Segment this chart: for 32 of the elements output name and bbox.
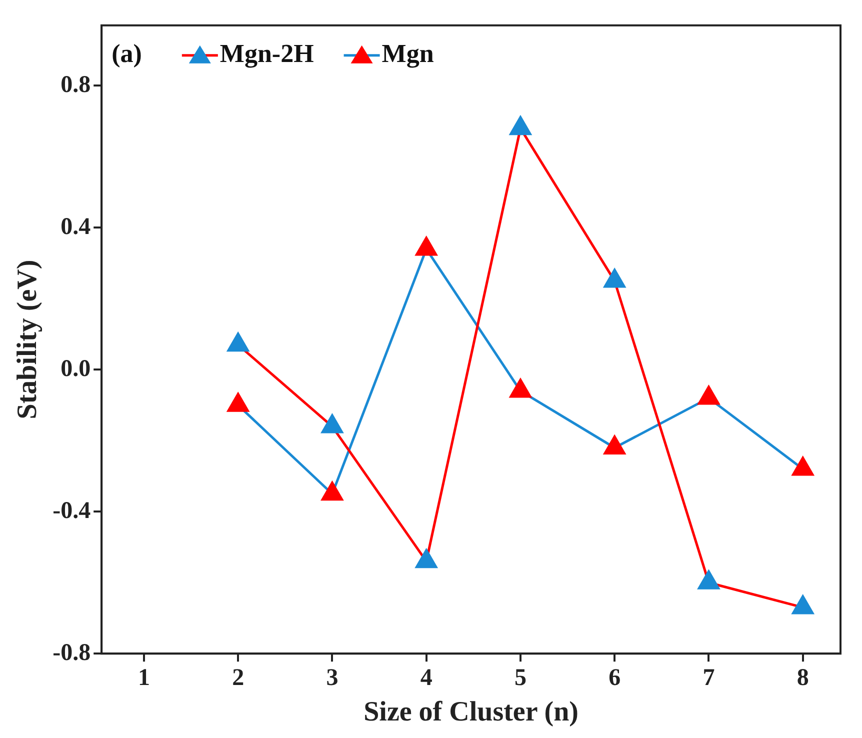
- x-tick-label: 2: [232, 665, 244, 692]
- point: [227, 392, 249, 412]
- point: [792, 456, 814, 476]
- point: [604, 268, 626, 288]
- y-tick-label: 0.8: [60, 72, 91, 98]
- point: [510, 116, 532, 136]
- x-tick-label: 6: [608, 665, 621, 692]
- y-axis-title: Stability (eV): [12, 260, 44, 420]
- legend-label: Mgn-2H: [220, 39, 314, 68]
- point: [698, 386, 720, 405]
- y-tick-label: -0.4: [52, 498, 91, 524]
- y-tick-label: 0.0: [60, 356, 91, 382]
- y-tick-label: 0.4: [60, 214, 91, 240]
- point: [321, 482, 343, 501]
- point: [321, 414, 343, 434]
- y-tick-label: -0.8: [52, 640, 91, 666]
- x-tick-label: 3: [326, 665, 338, 692]
- point: [416, 236, 438, 256]
- annotation: (a): [112, 39, 142, 68]
- point: [510, 378, 532, 398]
- x-tick-label: 1: [138, 665, 150, 692]
- point: [604, 436, 626, 454]
- x-tick-label: 4: [420, 665, 432, 692]
- point: [792, 595, 814, 614]
- x-tick-label: 7: [702, 665, 715, 692]
- x-tick-label: 5: [514, 665, 526, 692]
- x-tick-label: 8: [796, 665, 809, 692]
- point: [227, 332, 249, 352]
- x-axis-title: Size of Cluster (n): [364, 696, 578, 728]
- point: [698, 570, 720, 590]
- legend-label: Mgn: [382, 39, 434, 68]
- point: [416, 549, 438, 568]
